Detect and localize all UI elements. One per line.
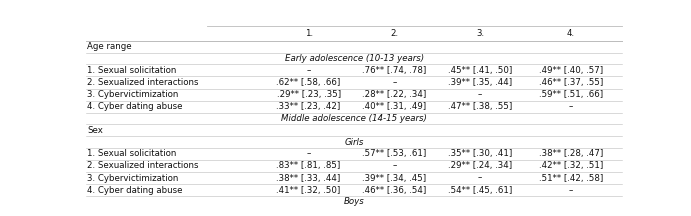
Text: .47** [.38, .55]: .47** [.38, .55] (448, 102, 512, 111)
Text: .42** [.32, .51]: .42** [.32, .51] (539, 161, 603, 170)
Text: –: – (306, 66, 311, 75)
Text: 1. Sexual solicitation: 1. Sexual solicitation (88, 149, 177, 158)
Text: .28** [.22, .34]: .28** [.22, .34] (362, 90, 426, 99)
Text: .54** [.45, .61]: .54** [.45, .61] (448, 186, 512, 195)
Text: .57** [.53, .61]: .57** [.53, .61] (362, 149, 426, 158)
Text: 1. Sexual solicitation: 1. Sexual solicitation (88, 66, 177, 75)
Text: –: – (392, 161, 397, 170)
Text: Sex: Sex (88, 126, 104, 135)
Text: .41** [.32, .50]: .41** [.32, .50] (276, 186, 341, 195)
Text: 2. Sexualized interactions: 2. Sexualized interactions (88, 78, 199, 87)
Text: .38** [.28, .47]: .38** [.28, .47] (539, 149, 603, 158)
Text: 2. Sexualized interactions: 2. Sexualized interactions (88, 161, 199, 170)
Text: Early adolescence (10-13 years): Early adolescence (10-13 years) (285, 54, 424, 63)
Text: –: – (392, 78, 397, 87)
Text: Age range: Age range (88, 43, 132, 51)
Text: 3. Cybervictimization: 3. Cybervictimization (88, 173, 179, 183)
Text: .35** [.30, .41]: .35** [.30, .41] (448, 149, 512, 158)
Text: .33** [.23, .42]: .33** [.23, .42] (276, 102, 341, 111)
Text: 1.: 1. (305, 29, 313, 38)
Text: –: – (306, 149, 311, 158)
Text: –: – (569, 186, 574, 195)
Text: .59** [.51, .66]: .59** [.51, .66] (539, 90, 603, 99)
Text: –: – (569, 102, 574, 111)
Text: .38** [.33, .44]: .38** [.33, .44] (276, 173, 341, 183)
Text: –: – (477, 173, 482, 183)
Text: .62** [.58, .66]: .62** [.58, .66] (276, 78, 341, 87)
Text: .39** [.35, .44]: .39** [.35, .44] (448, 78, 512, 87)
Text: –: – (477, 90, 482, 99)
Text: Boys: Boys (343, 197, 365, 206)
Text: 4.: 4. (567, 29, 575, 38)
Text: .45** [.41, .50]: .45** [.41, .50] (448, 66, 512, 75)
Text: Girls: Girls (344, 138, 364, 146)
Text: .83** [.81, .85]: .83** [.81, .85] (276, 161, 341, 170)
Text: .39** [.34, .45]: .39** [.34, .45] (362, 173, 426, 183)
Text: .49** [.40, .57]: .49** [.40, .57] (539, 66, 603, 75)
Text: 4. Cyber dating abuse: 4. Cyber dating abuse (88, 186, 183, 195)
Text: 3.: 3. (476, 29, 484, 38)
Text: .29** [.24, .34]: .29** [.24, .34] (448, 161, 512, 170)
Text: 3. Cybervictimization: 3. Cybervictimization (88, 90, 179, 99)
Text: Middle adolescence (14-15 years): Middle adolescence (14-15 years) (281, 114, 427, 123)
Text: .40** [.31, .49]: .40** [.31, .49] (362, 102, 426, 111)
Text: 2.: 2. (390, 29, 399, 38)
Text: .29** [.23, .35]: .29** [.23, .35] (276, 90, 341, 99)
Text: .76** [.74, .78]: .76** [.74, .78] (362, 66, 426, 75)
Text: 4. Cyber dating abuse: 4. Cyber dating abuse (88, 102, 183, 111)
Text: .46** [.36, .54]: .46** [.36, .54] (362, 186, 426, 195)
Text: .51** [.42, .58]: .51** [.42, .58] (539, 173, 603, 183)
Text: .46** [.37, .55]: .46** [.37, .55] (539, 78, 603, 87)
